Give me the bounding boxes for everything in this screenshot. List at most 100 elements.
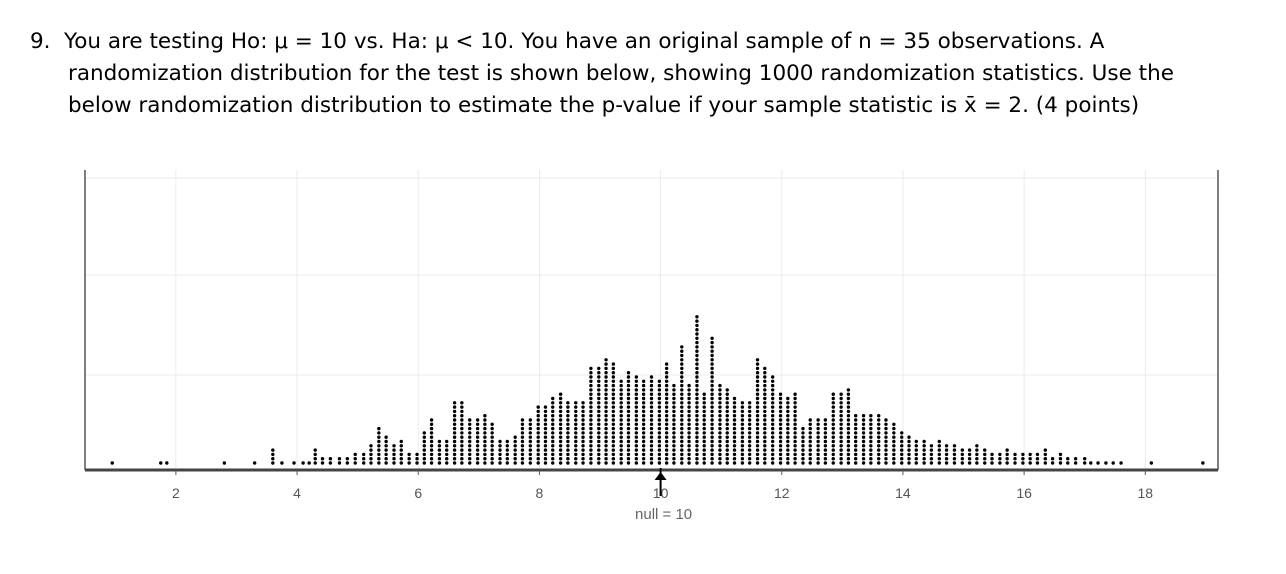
dot: [839, 401, 843, 405]
dot: [1058, 457, 1063, 461]
dot: [1058, 452, 1063, 457]
dot: [528, 426, 533, 431]
dot: [680, 439, 684, 444]
dot: [839, 448, 843, 452]
dot: [877, 444, 881, 448]
dot: [747, 401, 752, 405]
dot: [1089, 461, 1093, 465]
dot: [740, 457, 745, 461]
dot: [710, 435, 714, 439]
dot: [839, 457, 843, 461]
dot: [551, 435, 555, 439]
dot: [377, 444, 381, 448]
dot: [589, 426, 593, 431]
dot: [740, 452, 745, 457]
dot: [626, 401, 631, 405]
dot: [672, 396, 676, 401]
dot: [422, 452, 426, 457]
dot: [680, 345, 684, 349]
dot: [664, 426, 669, 431]
dot: [907, 452, 911, 457]
dot: [574, 414, 578, 418]
dot: [353, 457, 357, 461]
dot: [543, 448, 548, 452]
dot: [558, 457, 563, 461]
dot: [498, 452, 502, 457]
dot: [732, 418, 737, 422]
dot: [475, 444, 480, 448]
dot: [725, 431, 729, 435]
x-tick-label: 8: [536, 485, 544, 501]
dot: [937, 461, 941, 465]
dot: [680, 396, 684, 401]
dot: [725, 401, 729, 405]
dot: [626, 448, 631, 452]
dot: [846, 405, 851, 409]
dot: [536, 448, 540, 452]
dot: [597, 439, 601, 444]
dot: [687, 409, 691, 414]
dot: [907, 439, 911, 444]
dot: [597, 457, 601, 461]
dot: [445, 461, 449, 465]
dot: [626, 383, 631, 388]
dot: [960, 461, 965, 465]
dot: [566, 461, 570, 465]
dot: [710, 444, 714, 448]
dot: [960, 448, 965, 452]
dot: [1119, 461, 1123, 465]
dot: [695, 315, 699, 319]
dot: [604, 444, 608, 448]
dot: [619, 435, 623, 439]
dot: [664, 444, 669, 448]
dot: [831, 452, 835, 457]
dot: [437, 457, 442, 461]
dot: [1083, 457, 1087, 461]
dot: [505, 461, 509, 465]
dot: [680, 409, 684, 414]
dot: [695, 392, 699, 396]
dot: [604, 379, 608, 383]
dot: [520, 452, 525, 457]
dot: [589, 448, 593, 452]
dot: [626, 431, 631, 435]
dot: [597, 435, 601, 439]
dot: [869, 457, 873, 461]
dot: [808, 448, 812, 452]
dot: [680, 448, 684, 452]
dot: [702, 401, 706, 405]
dot: [483, 422, 487, 426]
dot: [498, 439, 502, 444]
dot: [793, 418, 797, 422]
dot: [793, 392, 797, 396]
dot: [900, 457, 904, 461]
dot: [732, 444, 737, 448]
dot: [345, 457, 350, 461]
dot: [831, 431, 835, 435]
dot: [445, 439, 449, 444]
dot: [853, 457, 858, 461]
dot: [657, 439, 662, 444]
dot: [816, 435, 820, 439]
dot: [770, 461, 775, 465]
dot: [543, 409, 548, 414]
dot: [680, 422, 684, 426]
dot: [914, 457, 918, 461]
dot: [445, 452, 449, 457]
dot: [399, 452, 403, 457]
dot: [619, 444, 623, 448]
x-tick-label: 12: [774, 485, 790, 501]
dot: [513, 448, 517, 452]
dot: [786, 405, 790, 409]
dot: [732, 439, 737, 444]
dot: [574, 409, 578, 414]
dot: [778, 461, 783, 465]
dot: [641, 431, 646, 435]
dot: [483, 457, 487, 461]
dot: [649, 396, 654, 401]
dot: [892, 426, 896, 431]
dot: [490, 422, 494, 426]
dot: [664, 362, 669, 366]
dot: [786, 426, 790, 431]
